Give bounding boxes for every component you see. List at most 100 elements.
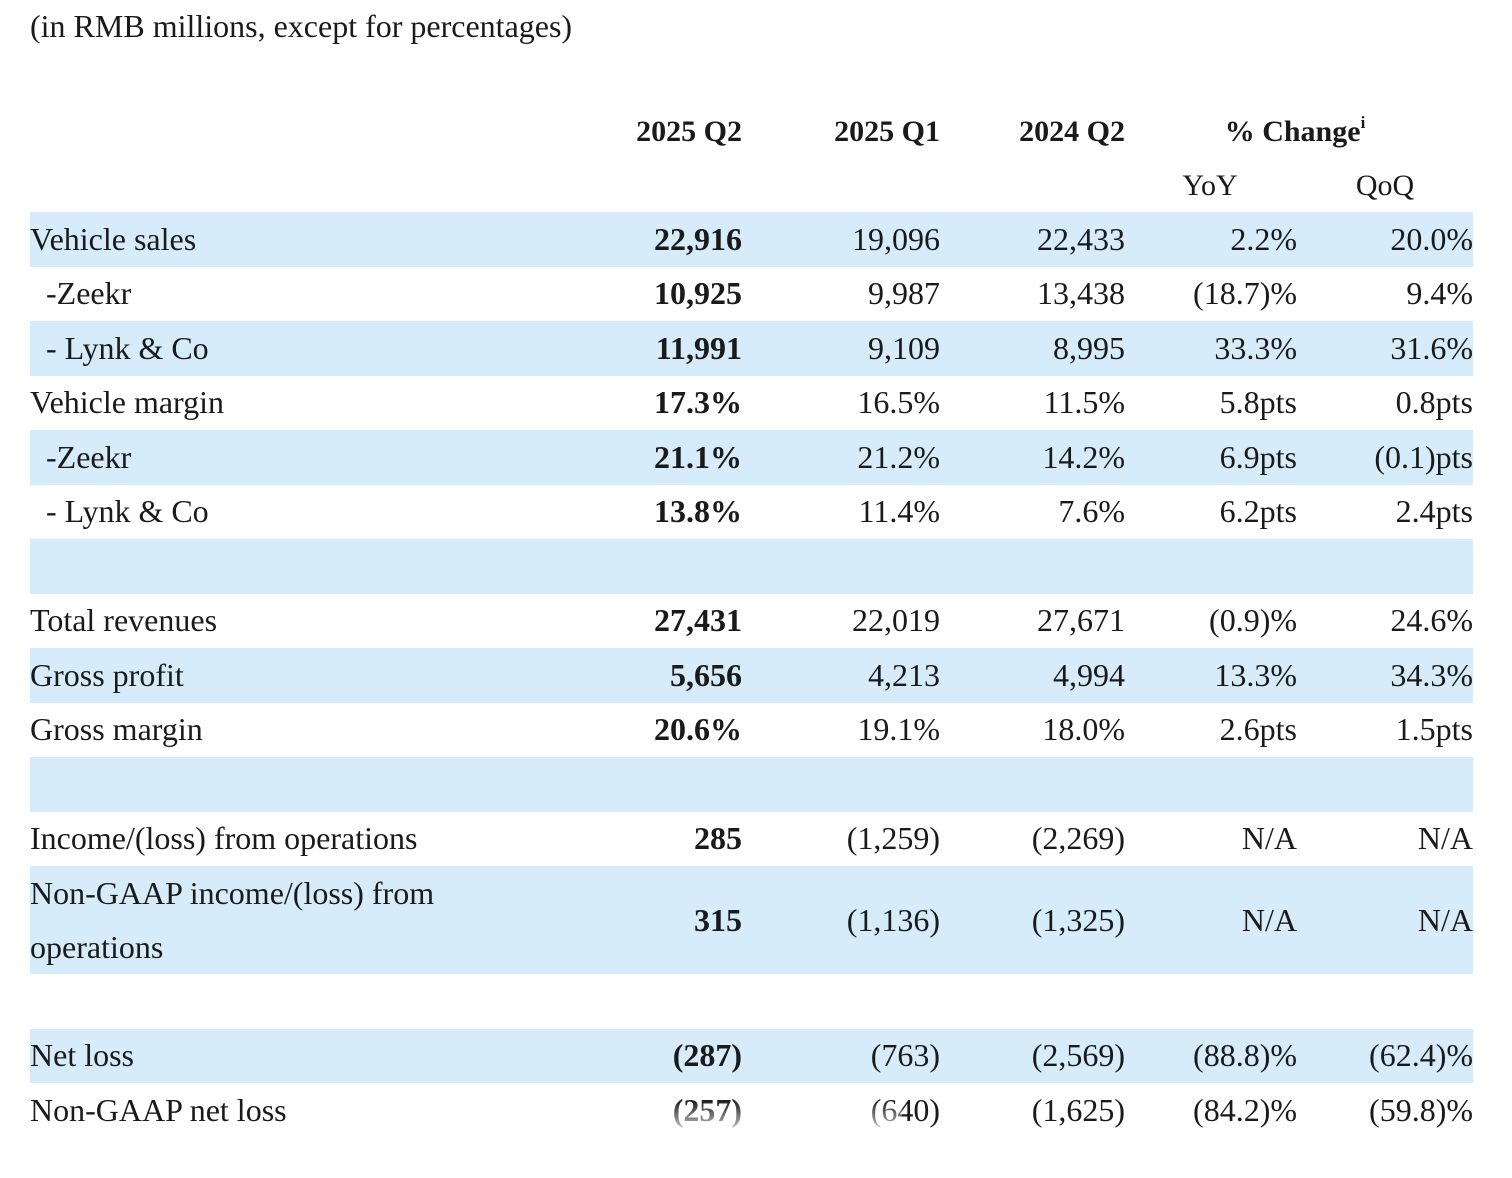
table-row: -Zeekr 21.1% 21.2% 14.2% 6.9pts (0.1)pts xyxy=(30,430,1473,485)
cell-yoy: 33.3% xyxy=(1214,329,1297,366)
cell-qoq: (59.8)% xyxy=(1369,1091,1473,1128)
percent-change-label: % Change xyxy=(1224,115,1361,148)
row-label: Gross margin xyxy=(30,711,203,748)
cell-qoq: 0.8pts xyxy=(1395,384,1473,421)
cell-2024-q2: 4,994 xyxy=(1053,656,1125,693)
cell-2025-q2 xyxy=(590,974,742,1029)
table-spacer-row xyxy=(30,757,1473,812)
cell-2025-q2: 22,916 xyxy=(654,220,742,257)
cell-2025-q2: 21.1% xyxy=(654,438,742,475)
cell-2024-q2: (2,569) xyxy=(1031,1037,1125,1074)
cell-yoy xyxy=(1140,539,1297,594)
cell-yoy xyxy=(1140,974,1297,1029)
table-row: Vehicle sales 22,916 19,096 22,433 2.2% 20.0% xyxy=(30,212,1473,267)
cell-qoq: 24.6% xyxy=(1390,602,1473,639)
cell-yoy: (88.8)% xyxy=(1193,1037,1297,1074)
cell-2024-q2: (1,325) xyxy=(1031,901,1125,938)
cell-qoq: 20.0% xyxy=(1390,220,1473,257)
cell-2024-q2: 7.6% xyxy=(1058,493,1125,530)
header-yoy: YoY xyxy=(1182,169,1238,202)
row-label: Income/(loss) from operations xyxy=(30,820,418,857)
table-row: Gross margin 20.6% 19.1% 18.0% 2.6pts 1.5pts xyxy=(30,703,1473,758)
cell-yoy: 6.9pts xyxy=(1219,438,1297,475)
cell-2024-q2: 8,995 xyxy=(1053,329,1125,366)
row-label: Total revenues xyxy=(30,602,218,639)
row-label xyxy=(30,974,620,1029)
cell-yoy: 2.2% xyxy=(1230,220,1297,257)
table-row: Total revenues 27,431 22,019 27,671 (0.9)% 24… xyxy=(30,594,1473,649)
cell-qoq: 1.5pts xyxy=(1395,711,1473,748)
cell-2025-q1: 22,019 xyxy=(852,602,940,639)
cell-2025-q1: 19.1% xyxy=(857,711,940,748)
cell-qoq: (0.1)pts xyxy=(1374,438,1473,475)
cell-2025-q2: 13.8% xyxy=(654,493,742,530)
cell-2025-q2: 315 xyxy=(694,901,742,938)
cell-2025-q1 xyxy=(790,757,940,812)
cell-qoq: (62.4)% xyxy=(1369,1037,1473,1074)
cell-2025-q2: 285 xyxy=(694,820,742,857)
table-row: Vehicle margin 17.3% 16.5% 11.5% 5.8pts 0.8pt… xyxy=(30,376,1473,431)
cell-yoy xyxy=(1140,757,1297,812)
cell-yoy: (84.2)% xyxy=(1193,1091,1297,1128)
cell-2025-q1: 19,096 xyxy=(852,220,940,257)
cell-2025-q1: 16.5% xyxy=(857,384,940,421)
cell-qoq: 9.4% xyxy=(1406,275,1473,312)
cell-qoq: N/A xyxy=(1417,901,1473,938)
row-label: Non-GAAP net loss xyxy=(30,1091,287,1128)
cell-yoy: 2.6pts xyxy=(1219,711,1297,748)
cell-qoq xyxy=(1315,539,1473,594)
cell-2025-q2: 27,431 xyxy=(654,602,742,639)
table-row: - Lynk & Co 11,991 9,109 8,995 33.3% 31.6% xyxy=(30,321,1473,376)
cell-yoy: (0.9)% xyxy=(1209,602,1297,639)
table-row: Income/(loss) from operations 285 (1,259) (… xyxy=(30,812,1473,867)
financial-table: Vehicle sales 22,916 19,096 22,433 2.2% 20.0%… xyxy=(30,212,1473,1138)
cell-2025-q1: 4,213 xyxy=(868,656,940,693)
cell-2024-q2: 14.2% xyxy=(1042,438,1125,475)
row-label: Vehicle sales xyxy=(30,220,197,257)
table-caption: (in RMB millions, except for percentages… xyxy=(30,8,573,44)
table-spacer-row xyxy=(30,539,1473,594)
cell-2024-q2: 27,671 xyxy=(1037,602,1125,639)
cell-2025-q1: (640) xyxy=(870,1091,940,1128)
row-label: -Zeekr xyxy=(46,275,132,312)
cell-2024-q2: 11.5% xyxy=(1043,384,1125,421)
cell-qoq: N/A xyxy=(1417,820,1473,857)
cell-2025-q1: 21.2% xyxy=(857,438,940,475)
row-label xyxy=(30,757,620,812)
table-row: Gross profit 5,656 4,213 4,994 13.3% 34.3% xyxy=(30,648,1473,703)
cell-2025-q2 xyxy=(590,539,742,594)
table-row: Net loss (287) (763) (2,569) (88.8)% (62.4)% xyxy=(30,1028,1473,1083)
cell-2024-q2: (1,625) xyxy=(1031,1091,1125,1128)
row-label: Vehicle margin xyxy=(30,384,225,421)
cell-2025-q2: 5,656 xyxy=(670,656,742,693)
cell-yoy: N/A xyxy=(1241,901,1297,938)
cell-qoq xyxy=(1315,974,1473,1029)
cell-2024-q2 xyxy=(975,757,1125,812)
table-row: Non-GAAP income/(loss) from operations 31… xyxy=(30,866,1473,974)
cell-yoy: N/A xyxy=(1241,820,1297,857)
cell-yoy: 6.2pts xyxy=(1219,493,1297,530)
cell-yoy: 13.3% xyxy=(1214,656,1297,693)
cell-2025-q2: 10,925 xyxy=(654,275,742,312)
cell-2025-q1: 9,987 xyxy=(868,275,940,312)
cell-yoy: 5.8pts xyxy=(1219,384,1297,421)
table-row: Non-GAAP net loss (257) (640) (1,625) (84.2)… xyxy=(30,1083,1473,1138)
header-2024-q2: 2024 Q2 xyxy=(1019,115,1125,148)
cell-2025-q1 xyxy=(790,974,940,1029)
cell-yoy: (18.7)% xyxy=(1193,275,1297,312)
cell-2025-q1: (1,136) xyxy=(846,901,940,938)
cell-2025-q2 xyxy=(590,757,742,812)
cell-2024-q2: (2,269) xyxy=(1031,820,1125,857)
row-label: - Lynk & Co xyxy=(46,329,209,366)
header-qoq: QoQ xyxy=(1355,169,1415,202)
cell-2025-q2: 11,991 xyxy=(655,329,742,366)
cell-2025-q1: (1,259) xyxy=(846,820,940,857)
cell-2024-q2 xyxy=(975,539,1125,594)
cell-2025-q2: 20.6% xyxy=(654,711,742,748)
row-label xyxy=(30,539,620,594)
row-label: -Zeekr xyxy=(46,438,132,475)
cell-2025-q2: 17.3% xyxy=(654,384,742,421)
cell-2025-q1 xyxy=(790,539,940,594)
header-2025-q2: 2025 Q2 xyxy=(636,115,742,148)
row-label: Non-GAAP income/(loss) from operations xyxy=(30,875,435,965)
